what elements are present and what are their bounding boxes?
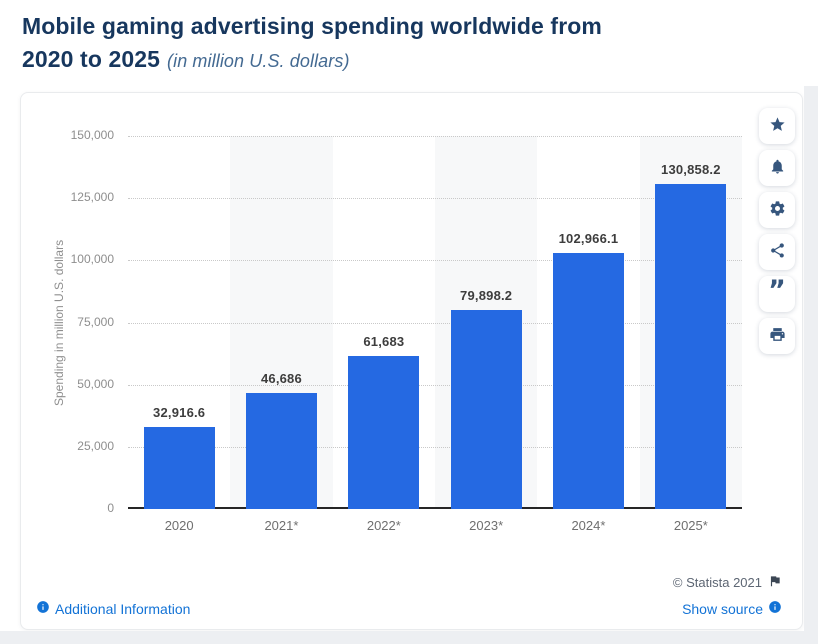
bar-2023*[interactable] (450, 310, 522, 509)
gridline-125,000 (128, 198, 742, 200)
printer-icon (769, 326, 786, 346)
bar-2020[interactable] (143, 427, 215, 509)
info-icon (768, 600, 782, 617)
quote-icon: ” (768, 275, 786, 306)
gridline-150,000 (128, 136, 742, 137)
page-title: Mobile gaming advertising spending world… (22, 10, 782, 78)
info-icon (36, 600, 50, 617)
bar-2025*[interactable] (655, 183, 727, 509)
x-axis-label: 2020 (164, 518, 194, 533)
page-background-edge-right (804, 86, 818, 644)
share-button[interactable] (759, 234, 795, 270)
x-axis-label: 2021* (264, 518, 299, 533)
bar-2021*[interactable] (246, 392, 317, 509)
page-background-edge-bottom (0, 631, 818, 644)
y-axis-tick-label: 150,000 (70, 128, 114, 142)
gridline-100,000 (128, 260, 742, 262)
bar-2022*[interactable] (348, 355, 420, 509)
y-axis-tick-label: 75,000 (77, 314, 114, 329)
star-icon (769, 116, 786, 136)
cite-button[interactable]: ” (759, 276, 795, 312)
gridline-75,000 (128, 322, 742, 324)
title-line-2: 2020 to 2025 (in million U.S. dollars) (22, 43, 782, 78)
x-axis-label: 2025* (673, 518, 708, 533)
show-source-link[interactable]: Show source (682, 600, 782, 617)
chart-toolbar: ” (759, 108, 795, 354)
y-axis-tick-label: 50,000 (77, 376, 114, 391)
alerts-button[interactable] (759, 150, 795, 186)
bar-value-label: 130,858.2 (661, 161, 721, 177)
additional-information-link[interactable]: Additional Information (36, 600, 190, 617)
show-source-label: Show source (682, 600, 763, 617)
settings-button[interactable] (759, 192, 795, 228)
y-axis-tick-label: 100,000 (70, 252, 114, 267)
y-axis-tick-label: 0 (107, 501, 114, 515)
bar-2024*[interactable] (553, 253, 624, 509)
plot-area: 32,916.6 2020 46,686 2021* 61,683 2022* 79,898… (128, 136, 742, 533)
gridline-25,000 (128, 446, 742, 448)
y-axis: 0 25,000 50,000 75,000 100,000 125,000 150,000 (44, 128, 114, 515)
bar-value-label: 32,916.6 (153, 405, 206, 421)
bell-icon (769, 158, 786, 178)
x-axis-label: 2022* (366, 518, 401, 533)
x-axis-label: 2024* (571, 518, 606, 533)
print-button[interactable] (759, 318, 795, 354)
bar-value-label: 79,898.2 (460, 288, 513, 304)
bar-value-label: 102,966.1 (558, 231, 619, 246)
chart-card: Spending in million U.S. dollars 0 25,000… (20, 92, 803, 630)
flag-icon[interactable] (768, 574, 782, 591)
bar-value-label: 46,686 (260, 370, 302, 386)
share-icon (769, 242, 786, 262)
title-subtitle: (in million U.S. dollars) (167, 51, 350, 71)
gridline-50,000 (128, 384, 742, 386)
favorite-button[interactable] (759, 108, 795, 144)
bar-value-label: 61,683 (363, 333, 405, 349)
title-years: 2020 to 2025 (22, 46, 161, 72)
y-axis-tick-label: 125,000 (70, 190, 114, 205)
copyright: © Statista 2021 (673, 574, 782, 591)
title-line-1: Mobile gaming advertising spending world… (22, 13, 602, 39)
additional-information-label: Additional Information (55, 600, 191, 617)
x-axis-label: 2023* (469, 518, 504, 533)
copyright-text: © Statista 2021 (672, 575, 762, 590)
y-axis-tick-label: 25,000 (77, 438, 114, 453)
gear-icon (769, 200, 786, 220)
